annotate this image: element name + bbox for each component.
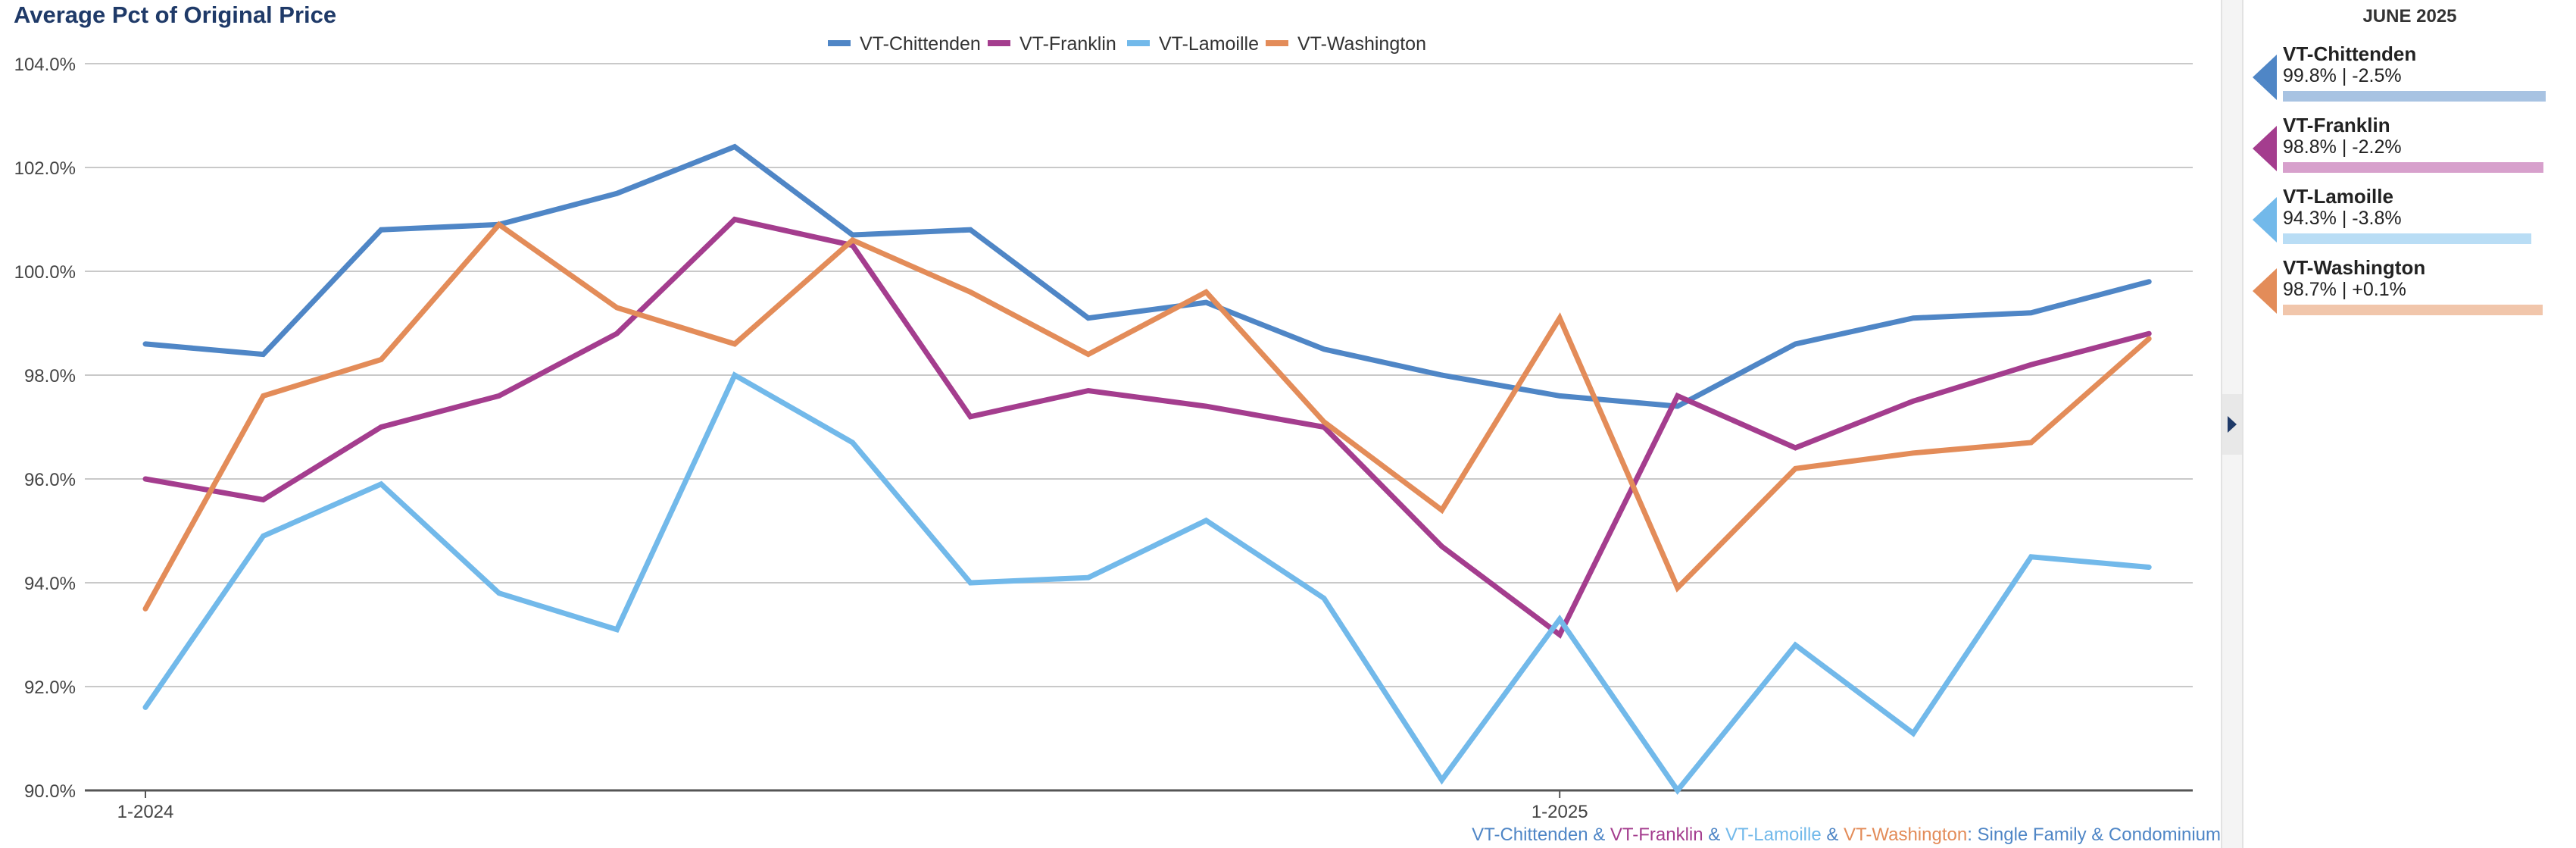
chart-gridlines	[85, 63, 2193, 687]
summary-month: JUNE 2025	[2362, 6, 2457, 27]
series-line-vt-chittenden[interactable]	[142, 143, 2152, 409]
chart-series	[142, 143, 2152, 795]
caret-left-icon	[2253, 55, 2277, 100]
panel-splitter[interactable]	[2221, 0, 2243, 848]
legend-item-vt-lamoille[interactable]: VT-Lamoille	[1159, 33, 1259, 55]
y-tick-label: 102.0%	[14, 158, 76, 179]
stat-name: VT-Washington	[2283, 256, 2426, 279]
chart-footer-caption: VT-Chittenden & VT-Franklin & VT-Lamoill…	[1472, 825, 2221, 845]
footer-part: &	[1822, 825, 1844, 845]
stat-card-franklin[interactable]: VT-Franklin 98.8% | -2.2%	[2243, 114, 2576, 179]
y-axis: 104.0% 102.0% 100.0% 98.0% 96.0% 94.0% 92.0% 90…	[14, 55, 76, 802]
y-tick-label: 92.0%	[24, 677, 76, 698]
footer-part: VT-Washington	[1844, 825, 1967, 845]
y-tick-label: 104.0%	[14, 55, 76, 75]
legend-item-vt-chittenden[interactable]: VT-Chittenden	[860, 33, 981, 55]
stat-name: VT-Chittenden	[2283, 42, 2417, 65]
caret-left-icon	[2253, 268, 2277, 314]
x-tick-label: 1-2024	[117, 802, 174, 822]
x-axis: 1-2024 1-2025	[85, 789, 2193, 822]
y-tick-label: 94.0%	[24, 574, 76, 594]
footer-part: VT-Chittenden	[1472, 825, 1588, 845]
caret-left-icon	[2253, 126, 2277, 171]
stat-bar	[2283, 91, 2546, 102]
footer-part: VT-Franklin	[1610, 825, 1703, 845]
footer-part: &	[1588, 825, 1610, 845]
chart-title: Average Pct of Original Price	[14, 2, 336, 28]
summary-panel: JUNE 2025 VT-Chittenden 99.8% | -2.5% VT…	[2243, 0, 2576, 848]
stat-value: 98.8% | -2.2%	[2283, 136, 2402, 158]
stat-bar	[2283, 233, 2531, 244]
legend-item-vt-franklin[interactable]: VT-Franklin	[1019, 33, 1116, 55]
stat-card-washington[interactable]: VT-Washington 98.7% | +0.1%	[2243, 256, 2576, 321]
expand-arrow-icon[interactable]	[2228, 416, 2237, 433]
caret-left-icon	[2253, 197, 2277, 243]
footer-part: : Single Family & Condominium	[1967, 825, 2221, 845]
series-line-vt-franklin[interactable]	[142, 216, 2152, 639]
y-tick-label: 90.0%	[24, 781, 76, 802]
stat-bar	[2283, 305, 2543, 315]
stat-card-chittenden[interactable]: VT-Chittenden 99.8% | -2.5%	[2243, 42, 2576, 108]
stat-value: 94.3% | -3.8%	[2283, 208, 2402, 229]
footer-part: &	[1703, 825, 1725, 845]
footer-part: VT-Lamoille	[1725, 825, 1822, 845]
stat-value: 99.8% | -2.5%	[2283, 65, 2402, 86]
stat-bar	[2283, 162, 2543, 173]
stat-card-lamoille[interactable]: VT-Lamoille 94.3% | -3.8%	[2243, 185, 2576, 250]
legend-item-vt-washington[interactable]: VT-Washington	[1297, 33, 1426, 55]
y-tick-label: 98.0%	[24, 366, 76, 386]
line-chart: Average Pct of Original Price VT-Chitten…	[14, 2, 2221, 845]
stat-name: VT-Franklin	[2283, 114, 2390, 136]
y-tick-label: 96.0%	[24, 470, 76, 490]
x-tick-label: 1-2025	[1532, 802, 1588, 822]
series-line-vt-lamoille[interactable]	[142, 371, 2152, 795]
stat-name: VT-Lamoille	[2283, 185, 2393, 208]
stat-value: 98.7% | +0.1%	[2283, 279, 2406, 300]
series-line-vt-washington[interactable]	[142, 221, 2152, 612]
y-tick-label: 100.0%	[14, 262, 76, 283]
chart-legend: VT-Chittenden VT-Franklin VT-Lamoille VT-Wa…	[828, 33, 1426, 55]
